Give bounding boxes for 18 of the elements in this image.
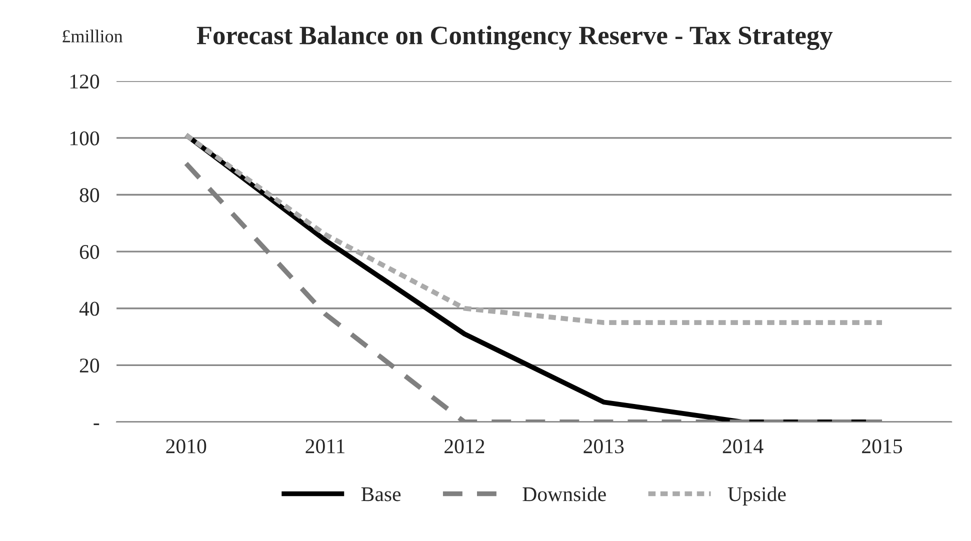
y-tick-label: 80 (80, 188, 100, 202)
y-tick-label: 40 (79, 302, 100, 316)
y-axis-title: £million (62, 30, 123, 42)
chart-title: Forecast Balance on Contingency Reserve - Tax Strategy (196, 26, 833, 50)
legend-label: Downside (522, 486, 606, 502)
y-tick-label: 120 (70, 74, 100, 89)
y-tick-label: 60 (80, 244, 100, 259)
x-tick-label: 2011 (306, 439, 344, 454)
x-tick-label: 2014 (722, 439, 764, 454)
x-tick-label: 2010 (166, 439, 206, 454)
legend-label: Upside (728, 486, 786, 506)
x-tick-label: 2012 (444, 439, 484, 454)
y-tick-label: - (94, 424, 100, 426)
x-tick-label: 2013 (584, 439, 624, 454)
y-tick-label: 20 (80, 358, 100, 373)
legend-label: Base (361, 487, 401, 502)
x-tick-label: 2015 (862, 439, 902, 454)
y-tick-label: 100 (70, 131, 100, 146)
